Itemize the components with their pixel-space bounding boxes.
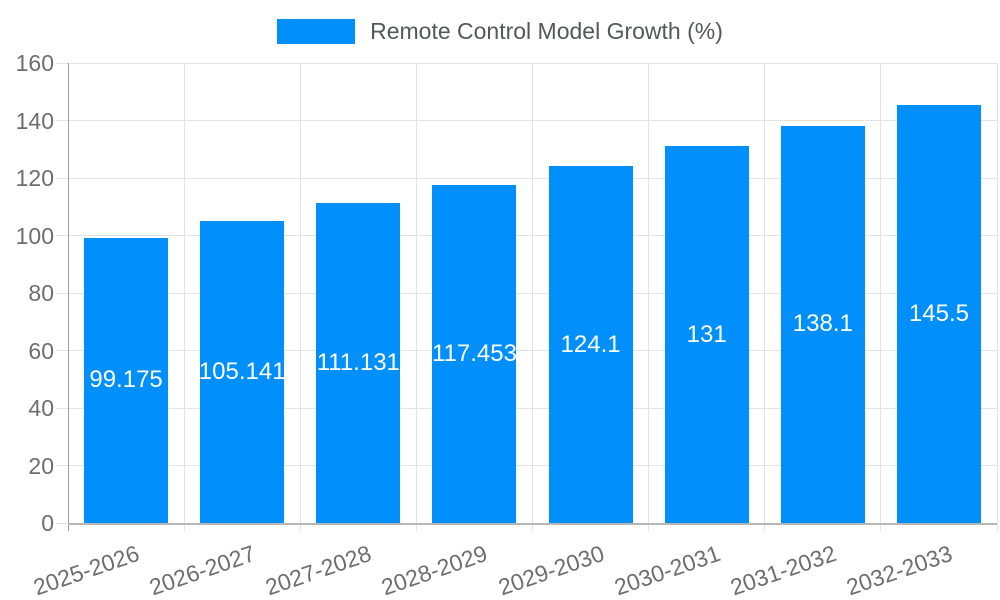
x-axis-label: 2025-2026 bbox=[30, 540, 143, 600]
bar-value-label: 111.131 bbox=[316, 349, 400, 377]
y-axis-tick-label: 20 bbox=[28, 452, 54, 479]
y-axis-tick-label: 140 bbox=[15, 107, 54, 134]
y-axis-tick-label: 0 bbox=[41, 510, 54, 536]
gridline-horizontal bbox=[56, 292, 997, 294]
gridline-horizontal bbox=[56, 120, 997, 121]
legend-series-label: Remote Control Model Growth (%) bbox=[370, 18, 723, 44]
x-axis-label: 2030-2031 bbox=[610, 540, 724, 600]
gridline-horizontal bbox=[56, 465, 997, 466]
x-axis-line bbox=[68, 523, 997, 525]
y-axis-tick-label: 80 bbox=[28, 280, 54, 306]
gridline-horizontal bbox=[56, 407, 997, 409]
gridline-vertical bbox=[764, 63, 766, 531]
y-axis-tick-label: 160 bbox=[15, 50, 54, 76]
y-axis-tick-label: 60 bbox=[28, 337, 54, 364]
gridline-vertical bbox=[996, 63, 998, 531]
gridline-vertical bbox=[532, 63, 533, 531]
x-axis-label: 2029-2030 bbox=[494, 540, 608, 600]
bar-value-label: 138.1 bbox=[792, 310, 853, 338]
bar-2031-2032[interactable] bbox=[780, 125, 865, 523]
y-axis-tick-label: 120 bbox=[15, 165, 54, 191]
x-axis-label: 2026-2027 bbox=[146, 540, 259, 600]
x-axis-label: 2028-2029 bbox=[378, 540, 491, 600]
legend[interactable]: Remote Control Model Growth (%) bbox=[0, 18, 1000, 45]
gridline-vertical bbox=[183, 63, 185, 531]
y-axis-tick-label: 40 bbox=[28, 395, 54, 421]
x-axis-label: 2031-2032 bbox=[726, 540, 840, 600]
bar-value-label: 131 bbox=[686, 320, 727, 348]
x-axis-label: 2032-2033 bbox=[842, 540, 956, 600]
bar-value-label: 117.453 bbox=[431, 340, 517, 368]
bar-value-label: 105.141 bbox=[198, 357, 286, 385]
gridline-horizontal bbox=[56, 235, 997, 236]
gridline-vertical bbox=[415, 63, 417, 531]
bar-value-label: 124.1 bbox=[560, 330, 621, 358]
y-axis-line bbox=[67, 63, 69, 531]
bar-2029-2030[interactable] bbox=[548, 166, 633, 523]
bar-value-label: 145.5 bbox=[908, 299, 969, 327]
gridline-horizontal bbox=[56, 62, 997, 64]
gridline-vertical bbox=[880, 63, 882, 531]
bar-value-label: 99.175 bbox=[89, 366, 163, 394]
y-axis-tick-label: 100 bbox=[15, 222, 54, 249]
gridline-horizontal bbox=[56, 350, 997, 351]
bar-2026-2027[interactable] bbox=[200, 220, 285, 523]
bar-2032-2033[interactable] bbox=[896, 104, 981, 523]
bar-2028-2029[interactable] bbox=[432, 185, 517, 523]
bar-2027-2028[interactable] bbox=[316, 203, 401, 523]
gridline-vertical bbox=[648, 63, 650, 531]
gridline-vertical bbox=[299, 63, 301, 531]
bar-2025-2026[interactable] bbox=[84, 237, 169, 523]
bar-2030-2031[interactable] bbox=[664, 146, 749, 523]
legend-marker-swatch bbox=[277, 19, 356, 44]
gridline-horizontal bbox=[56, 177, 997, 179]
x-axis-label: 2027-2028 bbox=[262, 540, 375, 600]
